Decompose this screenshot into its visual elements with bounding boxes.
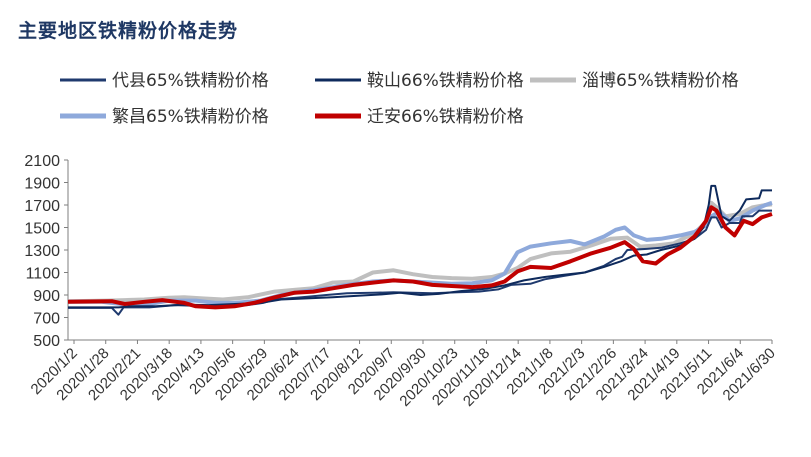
y-tick-label: 2100 [24, 153, 60, 170]
y-tick-label: 500 [33, 333, 60, 350]
legend-label: 迁安66%铁精粉价格 [367, 107, 524, 127]
legend-label: 淄博65%铁精粉价格 [582, 71, 739, 91]
series-lines [67, 184, 773, 316]
y-tick-label: 1900 [24, 176, 60, 193]
legend-label: 代县65%铁精粉价格 [112, 71, 269, 91]
legend: 代县65%铁精粉价格 鞍山66%铁精粉价格 淄博65%铁精粉价格繁昌65%铁精粉价格… [60, 71, 739, 127]
legend-label: 繁昌65%铁精粉价格 [112, 107, 269, 127]
y-tick-label: 1700 [24, 198, 60, 215]
series-line-3 [67, 200, 773, 304]
chart-title: 主要地区铁精粉价格走势 [18, 20, 239, 42]
series-line-5 [67, 205, 773, 310]
y-tick-label: 700 [33, 311, 60, 328]
legend-label: 鞍山66%铁精粉价格 [367, 71, 524, 91]
y-tick-label: 1100 [26, 266, 61, 283]
series-line-4 [68, 200, 773, 308]
y-tick-label: 900 [33, 288, 60, 305]
y-tick-label: 1300 [24, 243, 60, 260]
y-tick-label: 1500 [24, 221, 60, 238]
